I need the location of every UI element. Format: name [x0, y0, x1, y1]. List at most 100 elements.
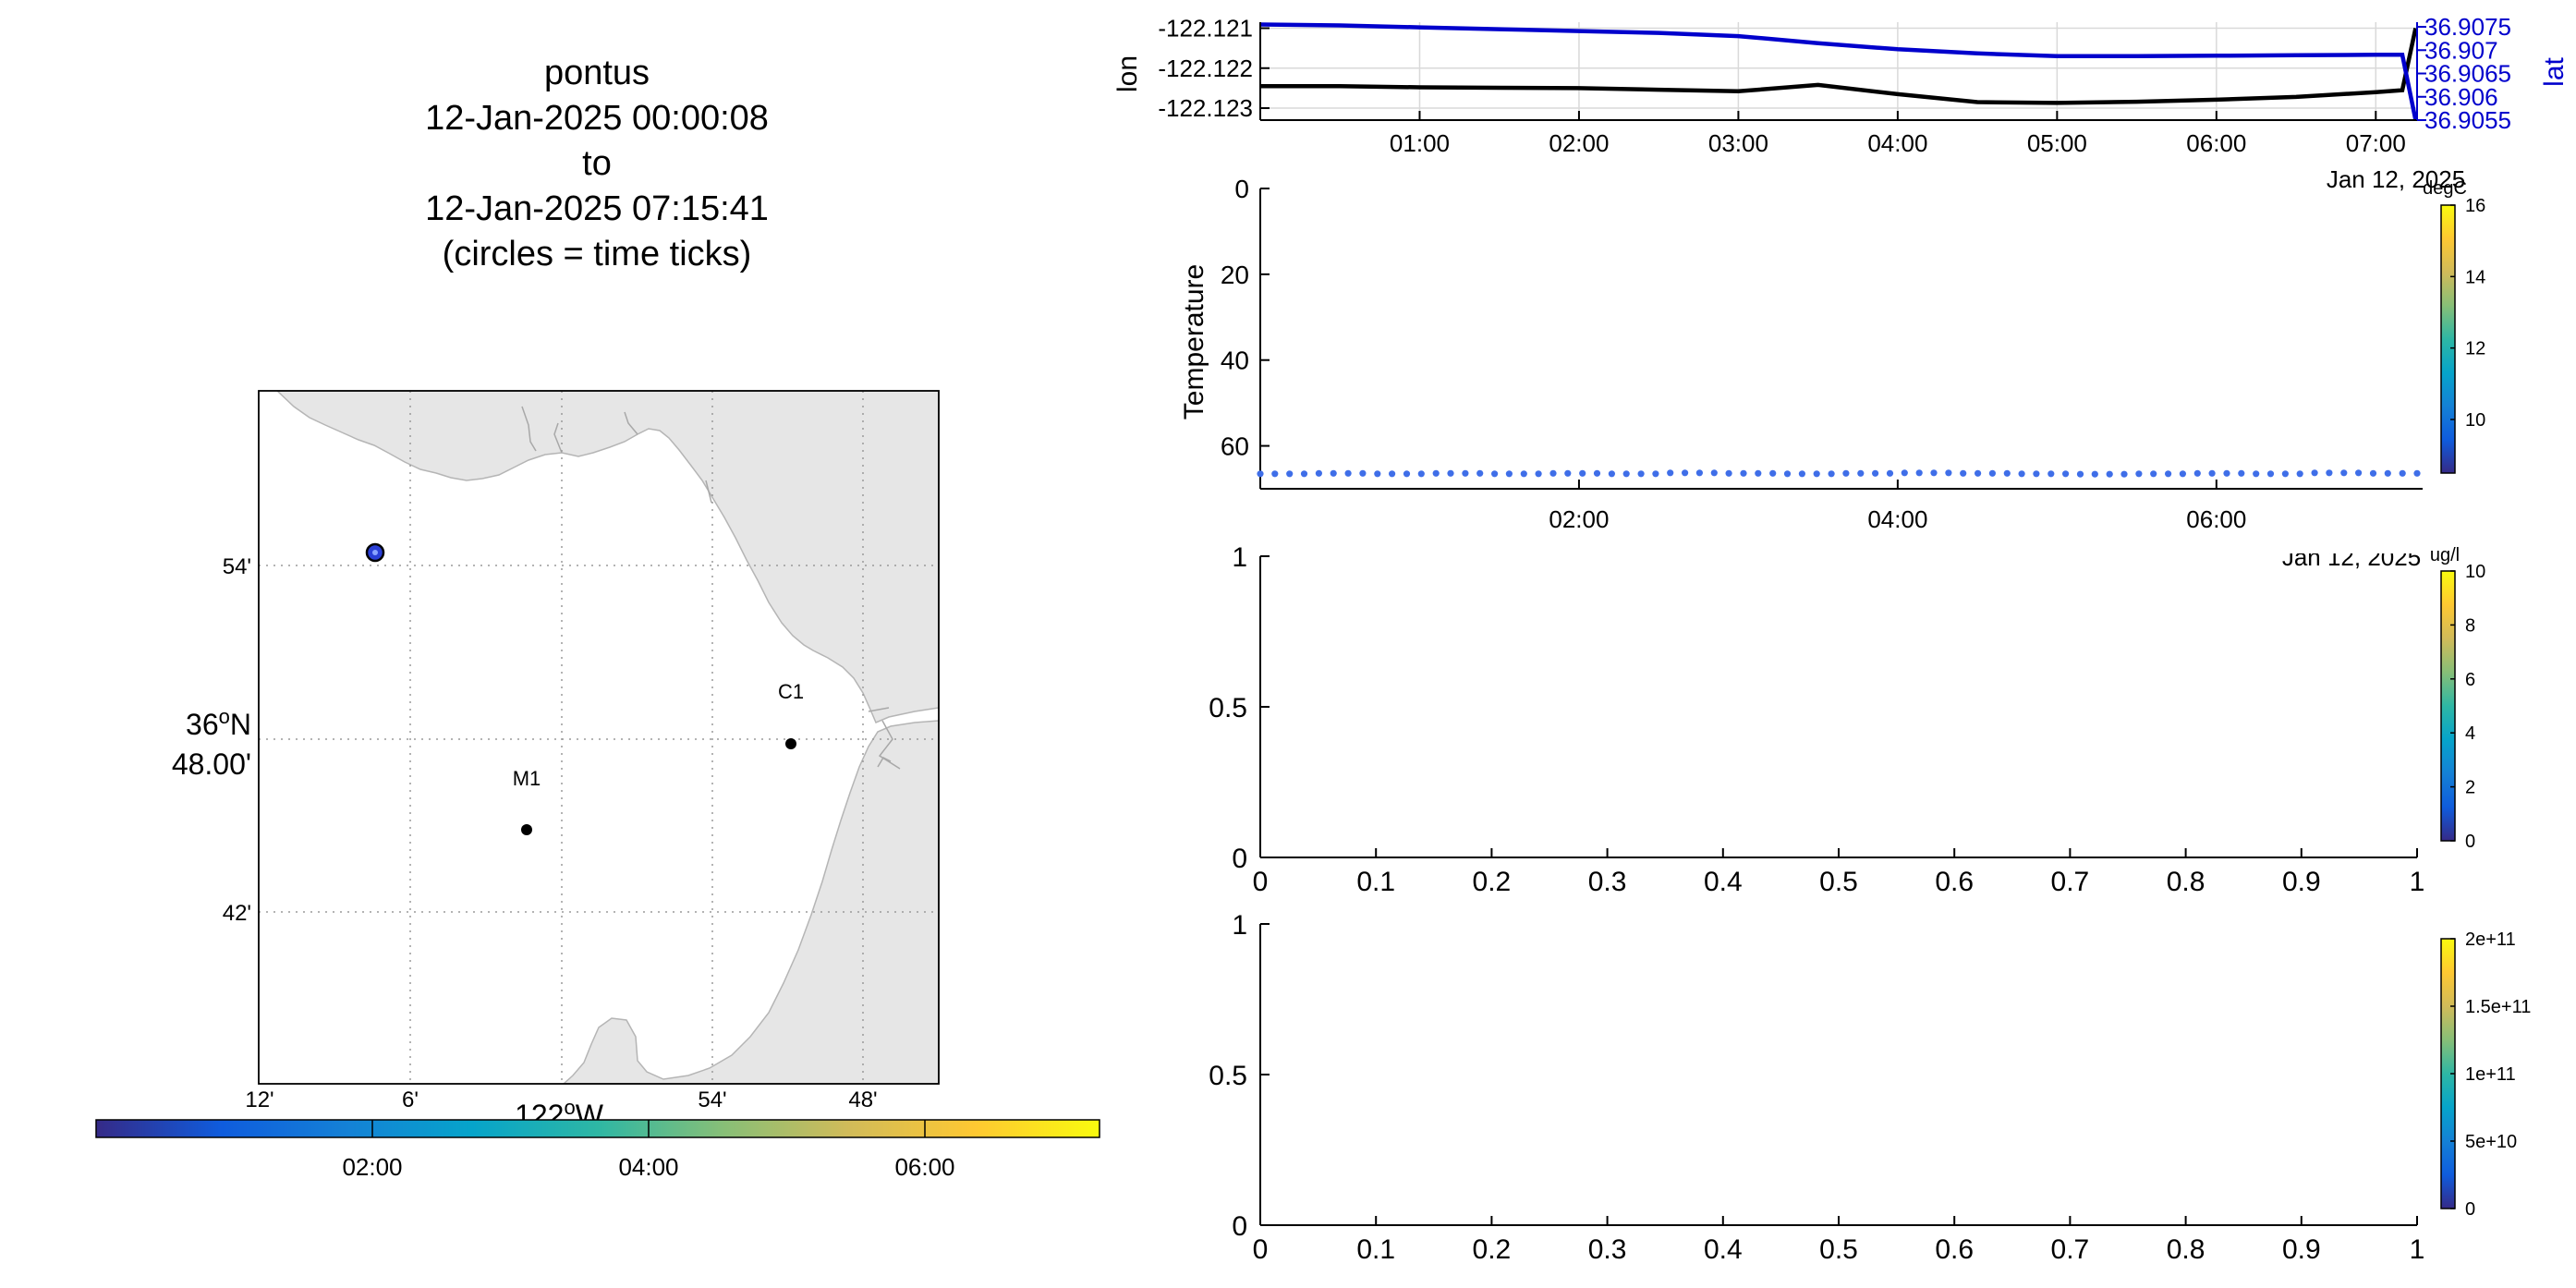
temperature-point: [1300, 470, 1308, 478]
lon-tick-label: -122.121: [1158, 14, 1253, 42]
colorbar-gradient: [2440, 570, 2456, 842]
temperature-point: [1637, 470, 1645, 478]
temperature-point: [2179, 470, 2186, 478]
temperature-axis-label: Temperature: [1179, 264, 1209, 419]
x-tick-label: 05:00: [2027, 129, 2087, 157]
mooring-c1[interactable]: C1: [778, 680, 804, 749]
colorbar-unit: ug/l: [2430, 545, 2460, 565]
x-tick-label: 0.1: [1356, 1234, 1395, 1265]
temperature-point: [2091, 470, 2098, 478]
lon-tick-label: 54': [698, 1088, 726, 1112]
lat-degree-label: 36oN: [186, 705, 251, 741]
x-tick-label: 0.8: [2167, 867, 2205, 897]
temperature-point: [2193, 469, 2201, 477]
colorbar-tick-label: 6: [2465, 670, 2475, 690]
colorbar-tick-label: 1e+11: [2465, 1064, 2516, 1085]
colorbar-tick-label: 2: [2465, 778, 2475, 798]
coastline-land: [275, 391, 939, 1084]
map-frame: [258, 390, 940, 1085]
time-colorbar-gradient: [95, 1119, 1100, 1138]
marker-label: M1: [513, 767, 541, 790]
temperature-point: [1520, 470, 1527, 478]
x-tick-label: 06:00: [2186, 505, 2246, 533]
lon-tick-label: -122.122: [1158, 55, 1253, 82]
time-axis-ticks: 01:00 02:00 03:00 04:00 05:00 06:00 07:00: [1390, 111, 2406, 157]
temperature-point: [1710, 469, 1718, 477]
temperature-point: [2413, 469, 2421, 477]
colorbar-tick-label: 5e+10: [2465, 1132, 2517, 1152]
temperature-point: [1695, 469, 1703, 477]
x-tick-label: 0.3: [1588, 867, 1627, 897]
x-axis-ticks: 0 0.1 0.2 0.3 0.4 0.5 0.6 0.7 0.8 0.9 1: [1253, 1216, 2424, 1265]
mooring-m1[interactable]: M1: [513, 767, 541, 835]
lat-minute-label: 48.00': [172, 747, 251, 781]
x-tick-label: 0.7: [2051, 867, 2090, 897]
temperature-point: [2355, 469, 2363, 477]
marker-dot: [785, 738, 796, 749]
colorbar-tick-label: 2e+11: [2465, 930, 2516, 950]
temperature-point: [1447, 469, 1454, 477]
temperature-point: [1667, 469, 1674, 477]
lat-tick-label: 36.9055: [2424, 106, 2511, 134]
y-tick-label: 1: [1232, 910, 1247, 941]
temperature-point: [1549, 469, 1557, 477]
temperature-point: [1725, 469, 1732, 477]
temperature-point: [1491, 470, 1499, 478]
temperature-point: [1417, 470, 1425, 478]
temperature-point: [2238, 469, 2245, 477]
y-axis-ticks: 10.50: [1209, 542, 1270, 874]
lat-tick-label: 42': [223, 901, 251, 926]
temperature-point: [1915, 469, 1923, 477]
title-line: to: [582, 144, 612, 183]
x-tick-label: 0.7: [2051, 1234, 2090, 1265]
temperature-point: [1857, 469, 1865, 477]
temperature-point: [1330, 469, 1337, 477]
title-line: (circles = time ticks): [443, 235, 752, 273]
temperature-point: [1579, 469, 1586, 477]
temperature-point: [1886, 469, 1894, 477]
y-tick-label: 0.5: [1209, 1061, 1247, 1091]
temperature-point: [1842, 469, 1850, 477]
temperature-point: [1755, 469, 1762, 477]
y-tick-label: 0: [1232, 1211, 1247, 1242]
depth-tick-label: 20: [1221, 261, 1249, 289]
temperature-point: [1608, 470, 1615, 478]
lat-tick-label: 36.907: [2424, 36, 2498, 64]
date-label: Jan 12, 2025: [2327, 165, 2465, 193]
marker-dot: [521, 824, 532, 835]
temperature-point: [2150, 470, 2157, 478]
temperature-point: [2384, 469, 2391, 477]
x-tick-label: 0.9: [2282, 1234, 2321, 1265]
x-tick-label: 0: [1253, 867, 1269, 897]
temperature-point: [1374, 470, 1381, 478]
temperature-point: [1505, 470, 1513, 478]
x-tick-label: 0.6: [1935, 867, 1974, 897]
x-tick-label: 1: [2410, 867, 2425, 897]
colorbar-gradient: [2440, 204, 2456, 474]
temperature-point: [2076, 470, 2084, 478]
vehicle-track[interactable]: [365, 542, 385, 563]
bacteria-colorbar: 2e+11 1.5e+11 1e+11 5e+10 0: [2440, 930, 2531, 1220]
figure-title: pontus 12-Jan-2025 00:00:08 to 12-Jan-20…: [425, 54, 769, 273]
lat-tick-label: 36.9065: [2424, 60, 2511, 88]
y-axis-ticks: 10.50: [1209, 910, 1270, 1242]
temperature-point: [1930, 469, 1938, 477]
colorbar-tick-label: 04:00: [618, 1153, 678, 1181]
temperature-point: [1593, 469, 1601, 477]
colorbar-tick-label: 4: [2465, 723, 2475, 744]
y-tick-label: 1: [1232, 542, 1247, 573]
temperature-point: [2165, 470, 2172, 478]
x-tick-label: 03:00: [1708, 129, 1768, 157]
colorbar-unit: degC: [2423, 178, 2467, 199]
temperature-point: [1798, 470, 1805, 478]
x-tick-label: 0.5: [1819, 867, 1858, 897]
lonlat-chart: -122.121-122.122-122.123 36.907536.90736…: [1112, 13, 2570, 193]
temperature-point: [2253, 470, 2260, 478]
lat-series-line: [1259, 22, 2418, 121]
temperature-point: [1988, 469, 1996, 477]
x-tick-label: 0.4: [1704, 1234, 1743, 1265]
temperature-point: [1432, 469, 1440, 477]
title-line: 12-Jan-2025 07:15:41: [425, 189, 769, 228]
temperature-point: [1462, 469, 1469, 477]
